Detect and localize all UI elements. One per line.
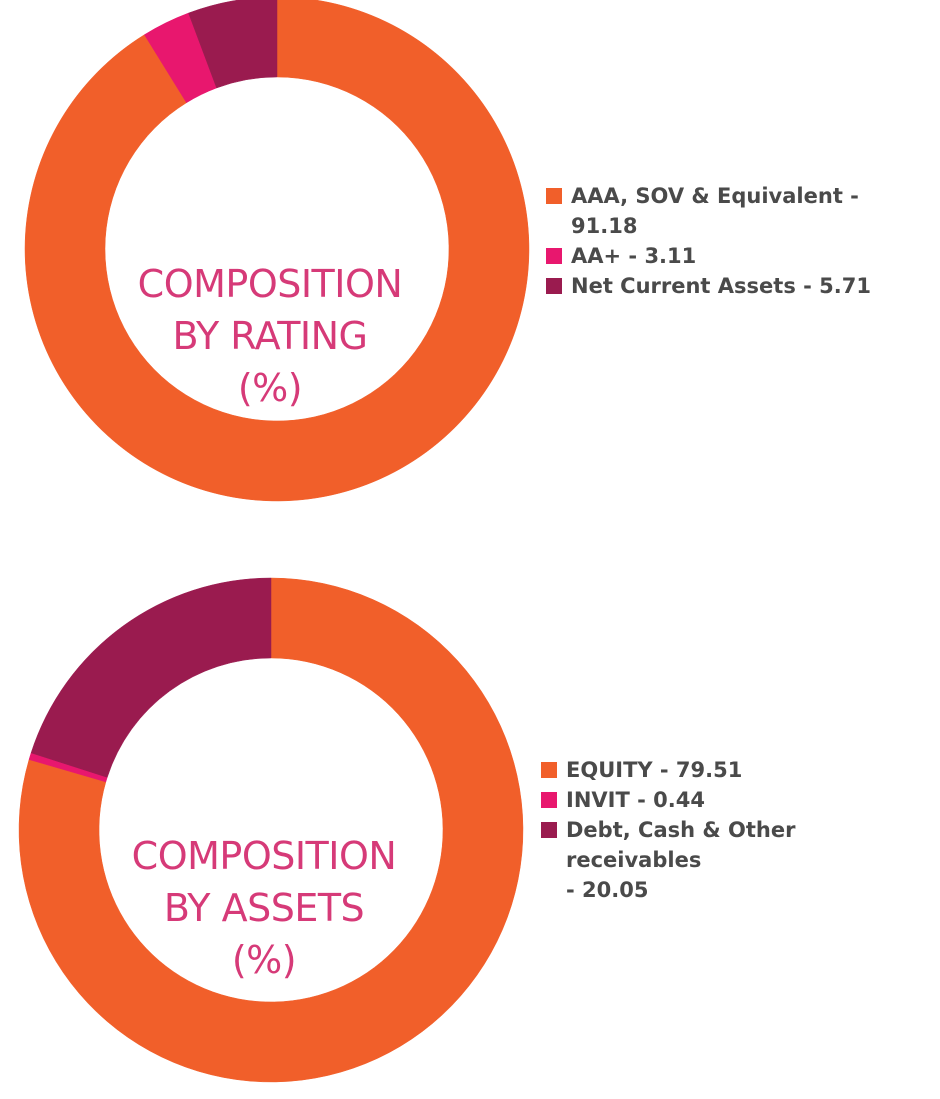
legend-swatch-equity — [541, 762, 557, 778]
legend-label: AA+ - 3.11 — [571, 244, 697, 268]
rating-title-line-2: BY RATING — [172, 314, 368, 358]
rating-title-line-3: (%) — [237, 366, 303, 410]
legend-swatch-invit — [541, 792, 557, 808]
legend-label: EQUITY - 79.51 — [566, 758, 743, 782]
legend-label: Net Current Assets - 5.71 — [571, 274, 871, 298]
legend-label-line: 91.18 — [571, 214, 638, 238]
legend-swatch-net-current-assets — [546, 278, 562, 294]
legend-item: Net Current Assets - 5.71 — [546, 271, 926, 301]
legend-label-line: Debt, Cash & Other receivables — [566, 818, 796, 872]
assets-legend: EQUITY - 79.51 INVIT - 0.44 Debt, Cash &… — [541, 755, 936, 905]
assets-title-line-3: (%) — [231, 938, 297, 982]
assets-composition-chart: COMPOSITION BY ASSETS (%) EQUITY - 79.51… — [0, 560, 940, 1099]
assets-center-title: COMPOSITION BY ASSETS (%) — [104, 830, 424, 986]
legend-swatch-debt-cash — [541, 822, 557, 838]
legend-label: INVIT - 0.44 — [566, 788, 705, 812]
legend-item: INVIT - 0.44 — [541, 785, 936, 815]
assets-title-line-2: BY ASSETS — [163, 886, 365, 930]
legend-swatch-aa-plus — [546, 248, 562, 264]
rating-center-title: COMPOSITION BY RATING (%) — [110, 258, 430, 414]
rating-title-line-1: COMPOSITION — [137, 262, 403, 306]
legend-label-line: - 20.05 — [566, 878, 649, 902]
rating-donut — [24, 0, 530, 502]
legend-label-line: AAA, SOV & Equivalent - — [571, 184, 859, 208]
donut-slice-net-current-assets — [188, 0, 278, 89]
rating-legend: AAA, SOV & Equivalent - 91.18 AA+ - 3.11… — [546, 181, 926, 301]
legend-item: AAA, SOV & Equivalent - 91.18 — [546, 181, 926, 241]
rating-composition-chart: COMPOSITION BY RATING (%) AAA, SOV & Equ… — [0, 0, 940, 540]
assets-title-line-1: COMPOSITION — [131, 834, 397, 878]
donut-slice-debt-cash-other-receivables — [30, 577, 272, 778]
legend-item: EQUITY - 79.51 — [541, 755, 936, 785]
legend-item: AA+ - 3.11 — [546, 241, 926, 271]
legend-item: Debt, Cash & Other receivables - 20.05 — [541, 815, 936, 905]
assets-donut — [18, 577, 524, 1083]
legend-label: AAA, SOV & Equivalent - 91.18 — [571, 181, 859, 241]
donut-slice-aaa-sov-equivalent — [24, 0, 530, 502]
legend-swatch-aaa — [546, 188, 562, 204]
legend-label: Debt, Cash & Other receivables - 20.05 — [566, 815, 936, 905]
donut-slice-equity — [18, 577, 524, 1083]
